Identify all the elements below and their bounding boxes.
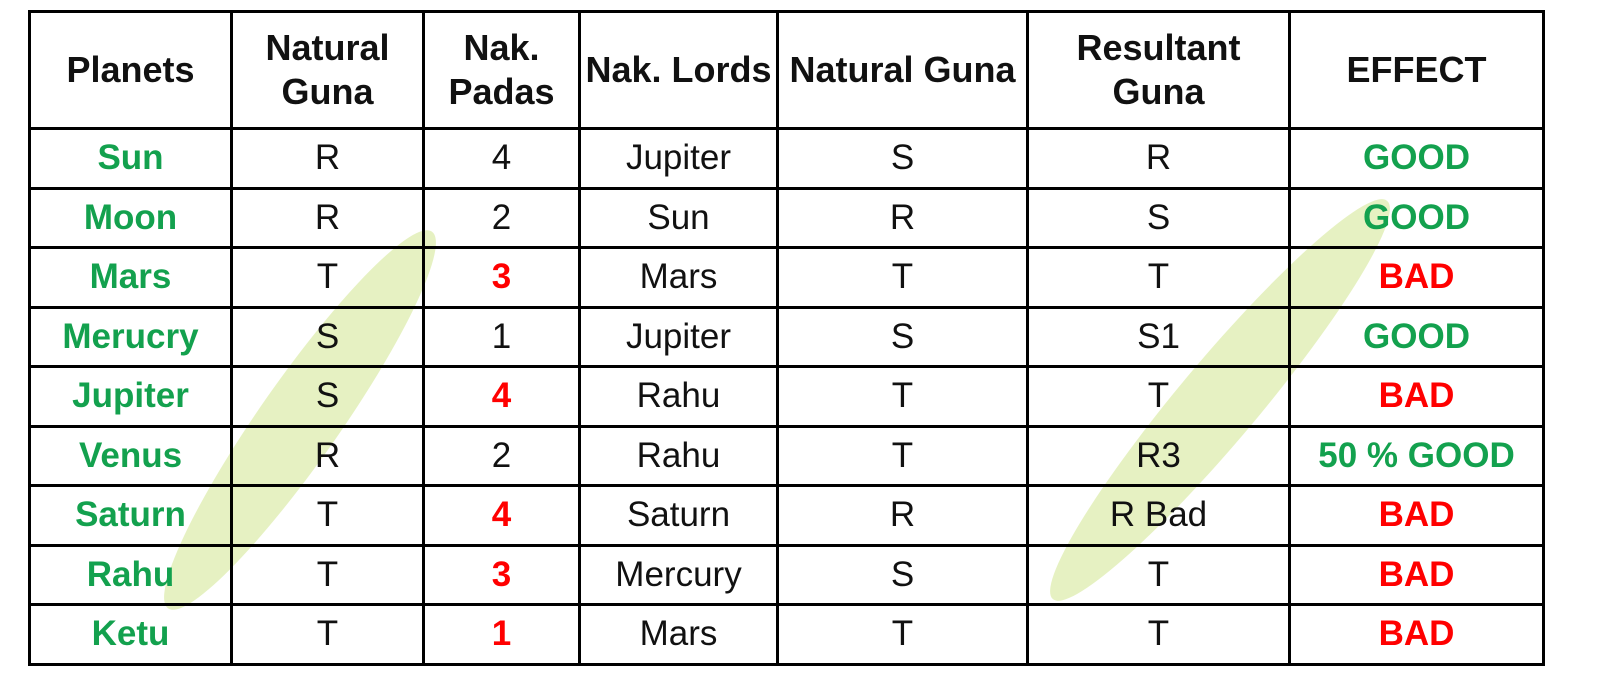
planet-cell: Merucry (28, 305, 233, 368)
nak-lord-cell: Rahu (578, 424, 779, 487)
planet-cell: Jupiter (28, 365, 233, 428)
effect-cell: BAD (1288, 484, 1545, 547)
table-row: Saturn T 4 Saturn R R Bad BAD (28, 484, 1545, 547)
natural-guna-cell: S (230, 365, 425, 428)
table-row: Merucry S 1 Jupiter S S1 GOOD (28, 305, 1545, 368)
header-lord-natural-guna: Natural Guna (776, 10, 1029, 130)
planet-cell: Rahu (28, 543, 233, 606)
lord-guna-cell: R (776, 186, 1029, 249)
effect-cell: GOOD (1288, 305, 1545, 368)
nak-lord-cell: Saturn (578, 484, 779, 547)
header-nak-lords: Nak. Lords (578, 10, 779, 130)
natural-guna-cell: T (230, 603, 425, 666)
resultant-guna-cell: T (1026, 246, 1291, 309)
nak-pada-cell: 4 (422, 484, 581, 547)
nak-pada-cell: 1 (422, 305, 581, 368)
nak-lord-cell: Sun (578, 186, 779, 249)
resultant-guna-cell: T (1026, 365, 1291, 428)
nak-pada-cell: 4 (422, 127, 581, 190)
guna-table: Planets Natural Guna Nak. Padas Nak. Lor… (28, 10, 1545, 666)
resultant-guna-cell: R (1026, 127, 1291, 190)
natural-guna-cell: R (230, 186, 425, 249)
natural-guna-cell: T (230, 543, 425, 606)
lord-guna-cell: T (776, 246, 1029, 309)
nak-pada-cell: 2 (422, 424, 581, 487)
nak-pada-cell: 1 (422, 603, 581, 666)
natural-guna-cell: S (230, 305, 425, 368)
resultant-guna-cell: S (1026, 186, 1291, 249)
resultant-guna-cell: S1 (1026, 305, 1291, 368)
nak-lord-cell: Jupiter (578, 127, 779, 190)
nak-pada-cell: 3 (422, 543, 581, 606)
natural-guna-cell: R (230, 424, 425, 487)
planet-cell: Ketu (28, 603, 233, 666)
table-row: Jupiter S 4 Rahu T T BAD (28, 365, 1545, 428)
lord-guna-cell: S (776, 543, 1029, 606)
nak-pada-cell: 4 (422, 365, 581, 428)
lord-guna-cell: R (776, 484, 1029, 547)
nak-lord-cell: Mars (578, 603, 779, 666)
table-row: Ketu T 1 Mars T T BAD (28, 603, 1545, 666)
nak-lord-cell: Mars (578, 246, 779, 309)
lord-guna-cell: T (776, 603, 1029, 666)
resultant-guna-cell: T (1026, 543, 1291, 606)
resultant-guna-cell: R3 (1026, 424, 1291, 487)
header-row: Planets Natural Guna Nak. Padas Nak. Lor… (28, 10, 1545, 130)
planet-cell: Sun (28, 127, 233, 190)
planet-cell: Moon (28, 186, 233, 249)
effect-cell: BAD (1288, 365, 1545, 428)
header-nak-padas: Nak. Padas (422, 10, 581, 130)
lord-guna-cell: S (776, 127, 1029, 190)
header-planets: Planets (28, 10, 233, 130)
nak-pada-cell: 2 (422, 186, 581, 249)
header-resultant-guna: Resultant Guna (1026, 10, 1291, 130)
header-natural-guna: Natural Guna (230, 10, 425, 130)
effect-cell: BAD (1288, 543, 1545, 606)
resultant-guna-cell: R Bad (1026, 484, 1291, 547)
table-row: Rahu T 3 Mercury S T BAD (28, 543, 1545, 606)
planet-cell: Venus (28, 424, 233, 487)
resultant-guna-cell: T (1026, 603, 1291, 666)
table-row: Venus R 2 Rahu T R3 50 % GOOD (28, 424, 1545, 487)
table-row: Mars T 3 Mars T T BAD (28, 246, 1545, 309)
natural-guna-cell: T (230, 484, 425, 547)
nak-lord-cell: Mercury (578, 543, 779, 606)
lord-guna-cell: T (776, 424, 1029, 487)
nak-lord-cell: Jupiter (578, 305, 779, 368)
planet-cell: Saturn (28, 484, 233, 547)
planet-cell: Mars (28, 246, 233, 309)
lord-guna-cell: T (776, 365, 1029, 428)
table-row: Sun R 4 Jupiter S R GOOD (28, 127, 1545, 190)
nak-pada-cell: 3 (422, 246, 581, 309)
effect-cell: GOOD (1288, 186, 1545, 249)
table-row: Moon R 2 Sun R S GOOD (28, 186, 1545, 249)
natural-guna-cell: R (230, 127, 425, 190)
effect-cell: BAD (1288, 603, 1545, 666)
lord-guna-cell: S (776, 305, 1029, 368)
effect-cell: GOOD (1288, 127, 1545, 190)
effect-cell: 50 % GOOD (1288, 424, 1545, 487)
header-effect: EFFECT (1288, 10, 1545, 130)
effect-cell: BAD (1288, 246, 1545, 309)
nak-lord-cell: Rahu (578, 365, 779, 428)
natural-guna-cell: T (230, 246, 425, 309)
